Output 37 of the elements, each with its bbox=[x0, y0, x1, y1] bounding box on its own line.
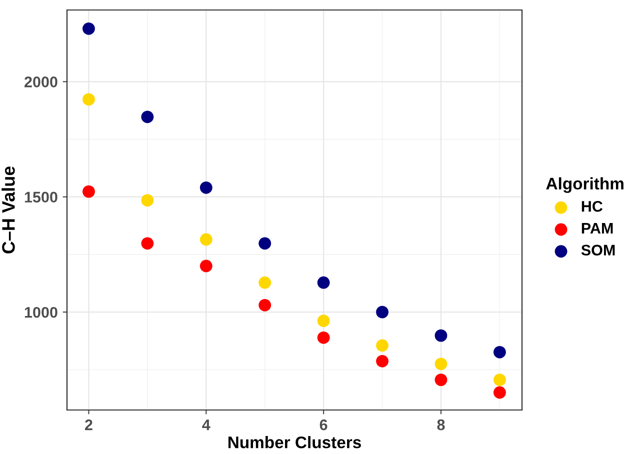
point bbox=[493, 374, 506, 386]
point bbox=[493, 346, 506, 358]
legend-title: Algorithm bbox=[546, 177, 624, 193]
point bbox=[376, 339, 388, 352]
legend-label: PAM bbox=[582, 222, 613, 234]
point bbox=[141, 194, 154, 207]
point bbox=[434, 374, 448, 386]
y-tick-label: 1500 bbox=[24, 192, 58, 203]
x-axis-title: Number Clusters bbox=[228, 436, 361, 448]
x-tick-label: 6 bbox=[320, 419, 328, 430]
point bbox=[258, 298, 272, 312]
point bbox=[376, 306, 388, 318]
point bbox=[258, 237, 272, 250]
point bbox=[317, 331, 330, 344]
x-tick-label: 8 bbox=[437, 419, 445, 430]
point bbox=[434, 358, 448, 370]
point bbox=[258, 276, 272, 289]
x-tick-label: 4 bbox=[202, 420, 210, 430]
point bbox=[493, 386, 506, 399]
point bbox=[317, 276, 330, 289]
legend-label: HC bbox=[582, 200, 603, 212]
point bbox=[200, 260, 212, 272]
point bbox=[376, 354, 388, 368]
point bbox=[200, 233, 212, 246]
point bbox=[82, 185, 95, 198]
point bbox=[82, 22, 95, 35]
point bbox=[434, 329, 448, 342]
x-tick-label: 2 bbox=[85, 419, 92, 430]
y-tick-label: 2000 bbox=[24, 76, 58, 88]
point bbox=[317, 314, 330, 328]
point bbox=[141, 110, 154, 124]
point bbox=[82, 93, 95, 106]
y-tick-label: 1000 bbox=[24, 306, 58, 318]
y-axis-title: C–H Value bbox=[2, 166, 15, 254]
legend-label: SOM bbox=[581, 244, 615, 256]
point bbox=[200, 181, 212, 194]
point bbox=[141, 237, 154, 250]
